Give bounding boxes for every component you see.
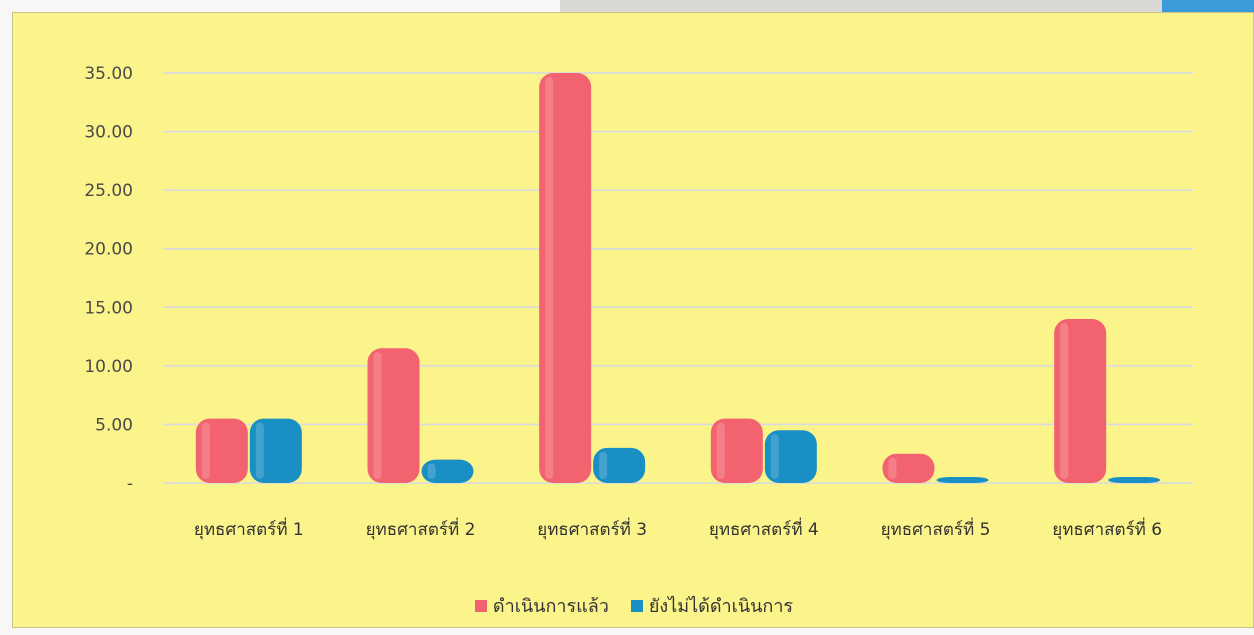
legend-swatch-not-completed	[630, 599, 643, 612]
bar-highlight	[201, 422, 210, 479]
x-category-label: ยุทธศาสตร์ที่ 1	[194, 517, 304, 540]
bar-completed	[882, 453, 935, 483]
bar-completed	[195, 418, 248, 483]
y-tick-label: 30.00	[84, 123, 133, 143]
x-category-label: ยุทธศาสตร์ที่ 2	[366, 517, 476, 540]
y-tick-label: 10.00	[84, 357, 133, 377]
y-tick-label: -	[127, 474, 133, 494]
bar-completed	[539, 73, 592, 483]
bar-not-completed	[1108, 477, 1161, 483]
x-category-label: ยุทธศาสตร์ที่ 6	[1052, 517, 1162, 540]
bar-not-completed	[421, 459, 474, 483]
x-category-label: ยุทธศาสตร์ที่ 5	[881, 517, 991, 540]
y-tick-label: 20.00	[84, 240, 133, 260]
bar-chart: - 5.00 10.00 15.00 20.00 25.00 30.00 35.00 ยุทธศ…	[84, 64, 1193, 540]
bar-highlight	[770, 434, 779, 479]
bar-highlight	[373, 352, 382, 479]
top-edge-accent	[1162, 0, 1254, 14]
bar-highlight	[716, 422, 725, 479]
y-tick-label: 5.00	[95, 415, 133, 435]
bar-not-completed	[249, 418, 302, 483]
bar-completed	[367, 348, 420, 483]
bar-highlight	[427, 463, 436, 479]
legend-label-completed: ดำเนินการแล้ว	[492, 596, 609, 617]
bar-highlight	[1060, 323, 1069, 479]
bar-completed	[1054, 319, 1107, 483]
bar-completed	[710, 418, 763, 483]
bar-highlight	[888, 457, 897, 479]
y-tick-label: 25.00	[84, 181, 133, 201]
bar-highlight	[599, 451, 608, 479]
bar-highlight	[255, 422, 264, 479]
y-tick-label: 15.00	[84, 298, 133, 318]
bar-not-completed	[593, 447, 646, 483]
chart-legend: ดำเนินการแล้ว ยังไม่ได้ดำเนินการ	[13, 591, 1254, 620]
x-category-label: ยุทธศาสตร์ที่ 4	[709, 517, 819, 540]
legend-label-not-completed: ยังไม่ได้ดำเนินการ	[648, 596, 794, 617]
legend-swatch-completed	[474, 599, 487, 612]
y-tick-label: 35.00	[84, 64, 133, 84]
x-category-label: ยุทธศาสตร์ที่ 3	[537, 517, 647, 540]
legend-item-not-completed: ยังไม่ได้ดำเนินการ	[630, 591, 794, 620]
bar-not-completed	[764, 430, 817, 483]
bar-highlight	[545, 77, 554, 479]
chart-panel: - 5.00 10.00 15.00 20.00 25.00 30.00 35.00 ยุทธศ…	[12, 12, 1254, 628]
legend-item-completed: ดำเนินการแล้ว	[474, 591, 609, 620]
bar-not-completed	[936, 477, 989, 483]
